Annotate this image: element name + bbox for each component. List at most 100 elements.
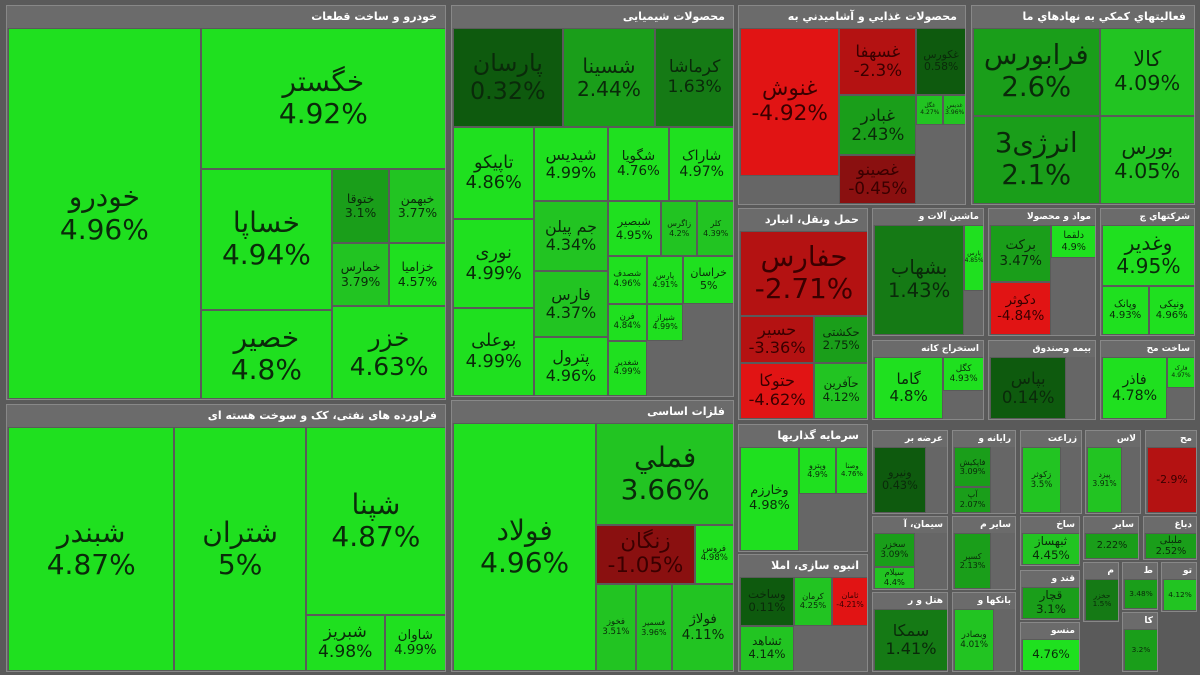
tile[interactable]: پارسان 0.32%	[453, 28, 563, 128]
tile[interactable]: وغدیر 4.95%	[1102, 225, 1194, 286]
tile[interactable]: غكورس 0.58%	[916, 28, 965, 95]
tile[interactable]: پارس 4.85%	[964, 225, 983, 291]
tile[interactable]: خساپا 4.94%	[200, 168, 333, 310]
tile[interactable]: شبصیر 4.95%	[607, 200, 661, 257]
tile[interactable]: خگستر 4.92%	[200, 28, 445, 169]
tile[interactable]: فرابورس 2.6%	[973, 28, 1100, 116]
tile[interactable]: ونیکی 4.96%	[1148, 285, 1194, 335]
tile[interactable]: غنوش -4.92%	[740, 28, 840, 176]
tile[interactable]: شگویا 4.76%	[607, 127, 670, 201]
tile[interactable]: پترول 4.96%	[534, 337, 608, 396]
tile[interactable]: شپنا 4.87%	[305, 427, 445, 615]
tile[interactable]: فروس 4.98%	[694, 524, 733, 585]
tile[interactable]: شبندر 4.87%	[8, 427, 175, 671]
tile[interactable]: جم پیلن 4.34%	[534, 200, 608, 271]
tile[interactable]: حآفرین 4.12%	[814, 362, 867, 419]
tile[interactable]: خمارس 3.79%	[332, 243, 390, 307]
tile[interactable]: زکوثر 3.5%	[1022, 447, 1061, 513]
tile[interactable]: خودرو 4.96%	[8, 28, 201, 399]
tile[interactable]: غسهفا -2.3%	[839, 28, 917, 95]
tile[interactable]: زاگرس 4.2%	[660, 200, 698, 257]
tile[interactable]: خراسان 5%	[683, 256, 733, 304]
tile[interactable]: 2.22%	[1085, 533, 1138, 559]
tile[interactable]: غدیس 3.96%	[943, 94, 965, 125]
tile[interactable]: کالا 4.09%	[1099, 28, 1194, 116]
tile[interactable]: غبادر 2.43%	[839, 94, 917, 155]
tile[interactable]: فارک 4.97%	[1167, 357, 1194, 388]
tile[interactable]: قچار 3.1%	[1022, 587, 1079, 619]
tile[interactable]: نوری 4.99%	[453, 219, 535, 308]
tile[interactable]: بپاس 0.14%	[990, 357, 1067, 419]
tile[interactable]: بشهاب 1.43%	[874, 225, 965, 335]
tile[interactable]: وخارزم 4.98%	[740, 447, 799, 551]
tile[interactable]: سخزر 3.09%	[874, 533, 915, 567]
tile[interactable]: شتران 5%	[174, 427, 306, 671]
tile[interactable]: 4.76%	[1022, 639, 1079, 671]
tile[interactable]: خصیر 4.8%	[200, 309, 333, 399]
tile[interactable]: غگل 4.27%	[916, 94, 944, 125]
tile[interactable]: ونیرو 0.43%	[874, 447, 926, 513]
tile[interactable]: شبریز 4.98%	[305, 614, 385, 671]
tile[interactable]: ثامان -4.21%	[832, 577, 867, 626]
tile[interactable]: خزر 4.63%	[332, 306, 445, 399]
tile[interactable]: وپانک 4.93%	[1102, 285, 1149, 335]
tile[interactable]: شیدیس 4.99%	[534, 127, 608, 201]
tile[interactable]: انرژی3 2.1%	[973, 116, 1100, 204]
tile[interactable]: دلقما 4.9%	[1051, 225, 1095, 258]
tile[interactable]: دکوثر -4.84%	[990, 282, 1052, 335]
tile[interactable]: شغدیر 4.99%	[607, 340, 647, 396]
tile[interactable]: شسینا 2.44%	[562, 28, 656, 128]
tile[interactable]: وبصادر 4.01%	[954, 609, 995, 671]
tile[interactable]: حکشتی 2.75%	[814, 315, 867, 363]
tile[interactable]: فارس 4.37%	[534, 270, 608, 338]
tile-change-percent: 4.97%	[1171, 371, 1191, 379]
tile[interactable]: -2.9%	[1147, 447, 1196, 513]
tile[interactable]: 3.2%	[1124, 629, 1157, 671]
tile[interactable]: کرمان 4.25%	[793, 577, 833, 626]
tile[interactable]: ثشاهد 4.14%	[740, 625, 794, 671]
tile[interactable]: وپترو 4.9%	[798, 447, 836, 494]
tile[interactable]: شصدف 4.96%	[607, 256, 647, 304]
tile[interactable]: کسپر 2.13%	[954, 533, 992, 589]
tile[interactable]: فملي 3.66%	[596, 423, 733, 525]
tile[interactable]: فاذر 4.78%	[1102, 357, 1168, 419]
tile[interactable]: سیلام 4.4%	[874, 566, 915, 589]
tile[interactable]: فخوز 3.51%	[596, 584, 636, 671]
tile[interactable]: تاپیکو 4.86%	[453, 127, 535, 220]
tile[interactable]: کرماشا 1.63%	[655, 28, 733, 128]
tile[interactable]: وساخت 0.11%	[740, 577, 794, 626]
tile[interactable]: غصینو -0.45%	[839, 154, 917, 204]
tile[interactable]: گاما 4.8%	[874, 357, 944, 419]
tile[interactable]: فرن 4.84%	[607, 304, 647, 341]
tile[interactable]: ثبهساز 4.45%	[1022, 533, 1079, 565]
tile[interactable]: کگل 4.93%	[943, 357, 983, 392]
tile[interactable]: خزامیا 4.57%	[389, 243, 445, 307]
tile[interactable]: سمکا 1.41%	[874, 609, 947, 671]
tile[interactable]: خبهمن 3.77%	[389, 168, 445, 244]
tile[interactable]: پیزد 3.91%	[1087, 447, 1123, 513]
tile[interactable]: زنگان -1.05%	[596, 524, 695, 585]
tile[interactable]: کلر 4.39%	[697, 200, 733, 257]
tile[interactable]: وصنا 4.76%	[836, 447, 867, 494]
tile[interactable]: فولاژ 4.11%	[672, 584, 733, 671]
tile[interactable]: 4.12%	[1163, 579, 1196, 611]
tile[interactable]: فولاد 4.96%	[453, 423, 597, 671]
tile-symbol: سیلام	[884, 567, 905, 578]
tile[interactable]: شاوان 4.99%	[384, 614, 445, 671]
tile[interactable]: فسمیر 3.96%	[635, 584, 673, 671]
tile[interactable]: حسیر -3.36%	[740, 315, 815, 363]
tile[interactable]: فاپکیش 3.09%	[954, 447, 992, 487]
tile[interactable]: بورس 4.05%	[1099, 116, 1194, 204]
tile[interactable]: آپ 2.07%	[954, 486, 992, 513]
tile[interactable]: ختوقا 3.1%	[332, 168, 390, 244]
tile[interactable]: شیراز 4.99%	[646, 304, 684, 341]
tile[interactable]: پارس 4.91%	[646, 256, 684, 304]
tile[interactable]: 3.48%	[1124, 579, 1157, 609]
tile[interactable]: بوعلی 4.99%	[453, 307, 535, 396]
tile[interactable]: شاراک 4.97%	[669, 127, 733, 201]
tile[interactable]: حخزر 1.5%	[1085, 579, 1118, 621]
tile[interactable]: حفارس -2.71%	[740, 231, 867, 316]
tile[interactable]: حتوکا -4.62%	[740, 362, 815, 419]
tile[interactable]: برکت 3.47%	[990, 225, 1052, 283]
tile[interactable]: ملبلی 2.52%	[1145, 533, 1196, 559]
